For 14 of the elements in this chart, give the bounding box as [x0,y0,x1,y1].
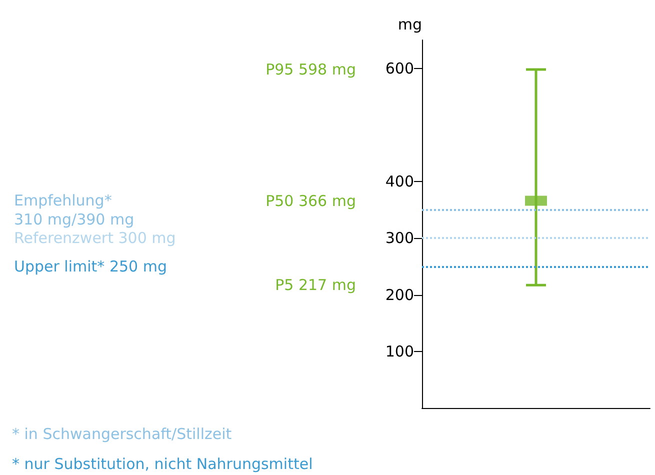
ref-line-label: Upper limit* 250 mg [14,257,167,276]
text: * nur Substitution, nicht Nahrungsmittel [12,455,313,473]
text: P5 217 mg [275,276,356,294]
y-tick-label: 600 [385,59,414,78]
ref-line-label: Referenzwert 300 mg [14,229,176,248]
text: P95 598 mg [266,60,356,78]
y-tick-label: 300 [385,229,414,248]
y-axis-title: mg [398,16,422,34]
y-tick-label: 200 [385,286,414,304]
text: * in Schwangerschaft/Stillzeit [12,425,232,443]
y-tick-label: 100 [385,342,414,360]
text: P50 366 mg [266,192,356,210]
ref-line-label: Empfehlung* 310 mg/390 mg [14,191,134,228]
y-tick-label: 400 [385,172,414,191]
